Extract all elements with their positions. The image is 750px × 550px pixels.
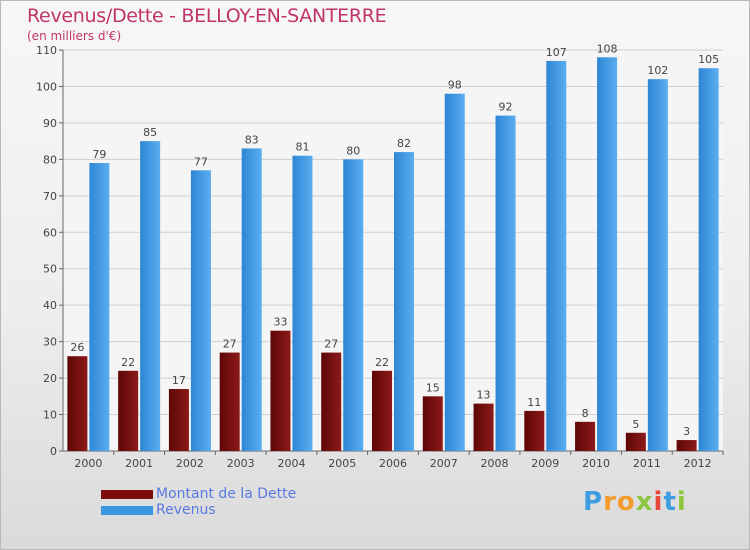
x-tick-label: 2012 [684,457,712,470]
bar-debt [118,370,139,451]
data-label-revenue: 102 [647,64,668,77]
proxiti-logo: Proxiti [583,487,687,517]
data-label-revenue: 105 [698,53,719,66]
logo-letter: x [635,487,654,517]
legend-label-debt: Montant de la Dette [156,486,297,502]
x-tick-label: 2002 [176,457,204,470]
data-label-debt: 3 [683,425,690,438]
x-tick-label: 2008 [481,457,509,470]
data-label-debt: 13 [477,389,491,402]
logo-letter: r [603,487,617,517]
data-label-revenue: 108 [597,42,618,55]
bar-debt [625,432,646,451]
bar-debt [575,421,596,451]
bar-revenue [190,170,211,452]
y-tick-label: 90 [43,117,57,130]
bar-revenue [444,93,465,451]
data-label-debt: 22 [121,356,135,369]
data-label-debt: 15 [426,381,440,394]
x-tick-label: 2010 [582,457,610,470]
legend-swatch-revenue [101,506,153,515]
chart-title: Revenus/Dette - BELLOY-EN-SANTERRE [27,5,387,27]
y-tick-label: 100 [36,80,57,93]
y-tick-label: 60 [43,226,57,239]
x-tick-label: 2011 [633,457,661,470]
y-tick-label: 80 [43,153,57,166]
data-label-revenue: 79 [92,148,106,161]
bar-debt [219,352,240,451]
data-label-debt: 27 [223,338,237,351]
bar-revenue [698,68,719,452]
legend-item-revenue: Revenus [101,502,361,519]
plot-area [63,50,723,451]
y-tick-label: 40 [43,299,57,312]
bar-debt [372,370,392,451]
data-label-revenue: 82 [397,137,411,150]
x-tick-label: 2007 [430,457,458,470]
bar-debt [270,330,291,451]
data-label-debt: 5 [632,418,639,431]
data-label-revenue: 77 [194,155,208,168]
y-tick-label: 0 [50,445,57,458]
data-label-debt: 17 [172,374,186,387]
x-tick-label: 2006 [379,457,407,470]
bar-debt [422,396,443,451]
logo-letter: i [676,487,687,517]
legend-swatch-debt [101,490,153,499]
logo-letter: i [653,487,664,517]
y-tick-label: 30 [43,336,57,349]
bar-revenue [394,152,414,451]
logo-letter: t [663,487,677,517]
x-tick-label: 2003 [227,457,255,470]
bar-revenue [140,141,161,452]
bar-revenue [89,163,110,451]
data-label-debt: 8 [582,407,589,420]
bar-debt [524,410,545,451]
data-label-revenue: 83 [245,133,259,146]
bar-revenue [495,115,516,452]
data-label-debt: 22 [375,356,389,369]
y-tick-label: 110 [36,44,57,57]
x-tick-label: 2001 [125,457,153,470]
data-label-debt: 26 [70,341,84,354]
data-label-revenue: 81 [295,141,309,154]
bar-revenue [597,57,618,452]
bar-debt [168,389,189,451]
data-label-debt: 27 [324,338,338,351]
data-label-revenue: 98 [448,79,462,92]
bar-revenue [292,155,313,451]
x-tick-label: 2009 [531,457,559,470]
x-tick-label: 2004 [277,457,305,470]
data-label-revenue: 85 [143,126,157,139]
data-label-revenue: 80 [346,144,360,157]
legend: Montant de la Dette Revenus [101,486,361,519]
y-tick-label: 20 [43,372,57,385]
data-label-revenue: 107 [546,46,567,59]
x-tick-label: 2005 [328,457,356,470]
bar-revenue [546,60,567,451]
x-tick-label: 2000 [74,457,102,470]
y-tick-label: 50 [43,263,57,276]
chart-subtitle: (en milliers d'€) [27,29,122,43]
data-label-debt: 11 [527,396,541,409]
bar-revenue [647,79,668,451]
bar-revenue [343,159,364,451]
data-label-revenue: 92 [499,101,513,114]
y-tick-label: 10 [43,409,57,422]
bar-debt [473,403,494,451]
data-label-debt: 33 [273,316,287,329]
bar-debt [321,352,342,451]
logo-letter: P [583,487,604,517]
bar-revenue [241,148,262,451]
bar-debt [676,440,697,451]
y-tick-label: 70 [43,190,57,203]
bar-debt [67,356,88,451]
logo-letter: o [616,487,636,517]
legend-label-revenue: Revenus [156,502,216,518]
legend-item-debt: Montant de la Dette [101,486,361,503]
